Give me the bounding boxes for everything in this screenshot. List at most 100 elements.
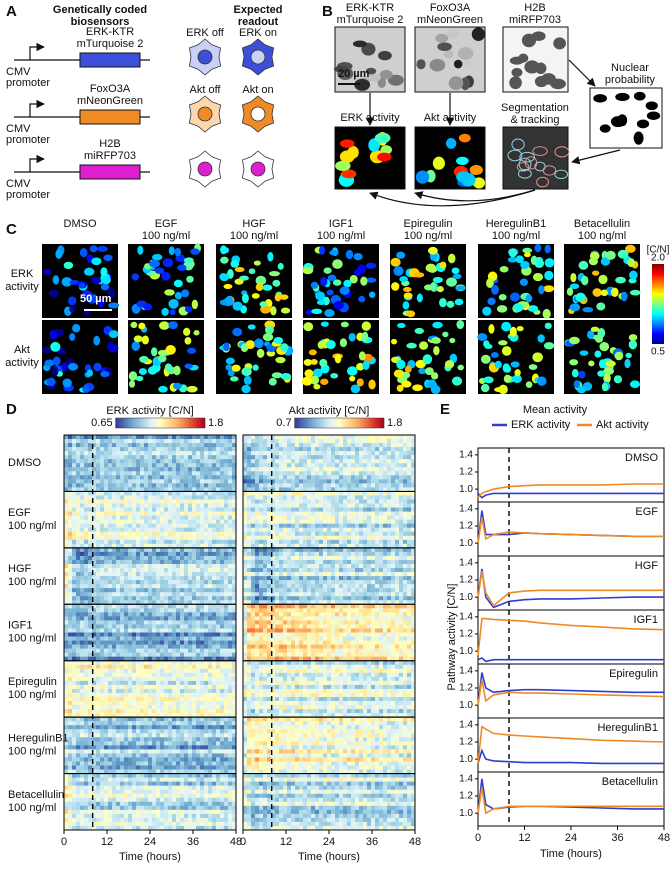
heatmap-cell xyxy=(176,785,181,790)
heatmap-cell xyxy=(120,539,125,545)
heatmap-cell xyxy=(172,547,177,553)
heatmap-cell xyxy=(224,761,229,766)
heatmap-cell xyxy=(88,717,93,722)
heatmap-cell xyxy=(156,696,161,702)
heatmap-cell xyxy=(100,817,105,823)
heatmap-cell xyxy=(140,620,145,625)
heatmap-cell xyxy=(156,821,161,827)
heatmap-cell xyxy=(96,568,101,573)
nucleus xyxy=(138,368,147,376)
heatmap-cell xyxy=(148,781,153,786)
nucleus xyxy=(397,322,406,329)
heatmap-cell xyxy=(224,741,229,746)
heatmap-cell xyxy=(88,672,93,678)
heatmap-cell xyxy=(228,572,233,577)
heatmap-cell xyxy=(228,539,233,545)
heatmap-cell xyxy=(216,713,221,718)
heatmap-cell xyxy=(208,648,213,653)
heatmap-cell xyxy=(64,821,69,827)
heatmap-cell xyxy=(104,656,109,662)
heatmap-cell xyxy=(140,769,145,774)
heatmap-cell xyxy=(164,797,169,803)
heatmap-cell xyxy=(164,713,169,718)
nucleus xyxy=(424,367,434,376)
heatmap-cell xyxy=(148,451,153,456)
heatmap-cell xyxy=(228,435,233,440)
heatmap-cell xyxy=(108,813,113,819)
heatmap-cell xyxy=(212,451,217,456)
nucleus xyxy=(150,347,158,357)
heatmap-cell xyxy=(160,660,165,666)
heatmap-cell xyxy=(76,813,81,819)
heatmap-cell xyxy=(220,688,225,694)
heatmap-cell xyxy=(112,543,117,549)
heatmap-cell xyxy=(96,680,101,686)
heatmap-cell xyxy=(168,741,173,746)
heatmap-cell xyxy=(116,648,121,653)
heatmap-cell xyxy=(140,467,145,472)
heatmap-cell xyxy=(112,463,117,468)
heatmap-cell xyxy=(156,801,161,807)
heatmap-cell xyxy=(124,753,129,758)
heatmap-cell xyxy=(220,531,225,537)
heatmap-cell xyxy=(204,729,209,734)
heatmap-cell xyxy=(68,467,73,472)
heatmap-cell xyxy=(104,809,109,815)
heatmap-cell xyxy=(172,435,177,440)
heatmap-cell xyxy=(192,813,197,819)
heatmap-cell xyxy=(108,688,113,694)
heatmap-cell xyxy=(160,656,165,662)
heatmap-cell xyxy=(76,632,81,637)
heatmap-cell xyxy=(232,535,237,541)
heatmap-cell xyxy=(136,439,141,444)
heatmap-cell xyxy=(224,572,229,577)
heatmap-cell xyxy=(92,749,97,754)
heatmap-cell xyxy=(140,709,145,714)
heatmap-cell xyxy=(108,479,113,484)
heatmap-cell xyxy=(172,648,177,653)
heatmap-cell xyxy=(140,721,145,726)
heatmap-cell xyxy=(68,559,73,565)
heatmap-cell xyxy=(128,725,133,730)
heatmap-cell xyxy=(116,511,121,516)
nucleus-icon xyxy=(197,106,213,122)
heatmap-cell xyxy=(108,680,113,686)
readout-label: ERK on xyxy=(239,27,277,39)
heatmap-cell xyxy=(188,777,193,782)
heatmap-cell xyxy=(84,531,89,537)
heatmap-cell xyxy=(172,507,177,512)
heatmap-cell xyxy=(148,584,153,589)
heatmap-cell xyxy=(164,709,169,714)
heatmap-cell xyxy=(100,519,105,524)
heatmap-cell xyxy=(148,701,153,706)
heatmap-cell xyxy=(108,568,113,573)
nucleus xyxy=(91,257,102,266)
heatmap-cell xyxy=(160,435,165,440)
heatmap-cell xyxy=(228,745,233,750)
nucleus xyxy=(544,244,551,254)
nucleus xyxy=(598,274,608,285)
heatmap-cell xyxy=(184,463,189,468)
nucleus xyxy=(100,371,110,378)
heatmap-cell xyxy=(80,483,85,488)
heatmap-cell xyxy=(232,793,237,799)
heatmap-cell xyxy=(196,721,201,726)
heatmap-cell xyxy=(160,737,165,742)
heatmap-cell xyxy=(148,467,153,472)
heatmap-cell xyxy=(72,584,77,589)
heatmap-cell xyxy=(164,439,169,444)
heatmap-cell xyxy=(232,495,237,500)
heatmap-cell xyxy=(112,596,117,601)
heatmap-cell xyxy=(64,632,69,637)
heatmap-cell xyxy=(140,531,145,537)
heatmap-cell xyxy=(84,644,89,649)
heatmap-cell xyxy=(160,604,165,609)
heatmap-cell xyxy=(184,765,189,770)
heatmap-cell xyxy=(116,543,121,549)
heatmap-cell xyxy=(108,636,113,641)
heatmap-cell xyxy=(76,592,81,597)
heatmap-cell xyxy=(112,709,117,714)
heatmap-cell xyxy=(84,753,89,758)
heatmap-cell xyxy=(96,733,101,738)
heatmap-cell xyxy=(200,793,205,799)
